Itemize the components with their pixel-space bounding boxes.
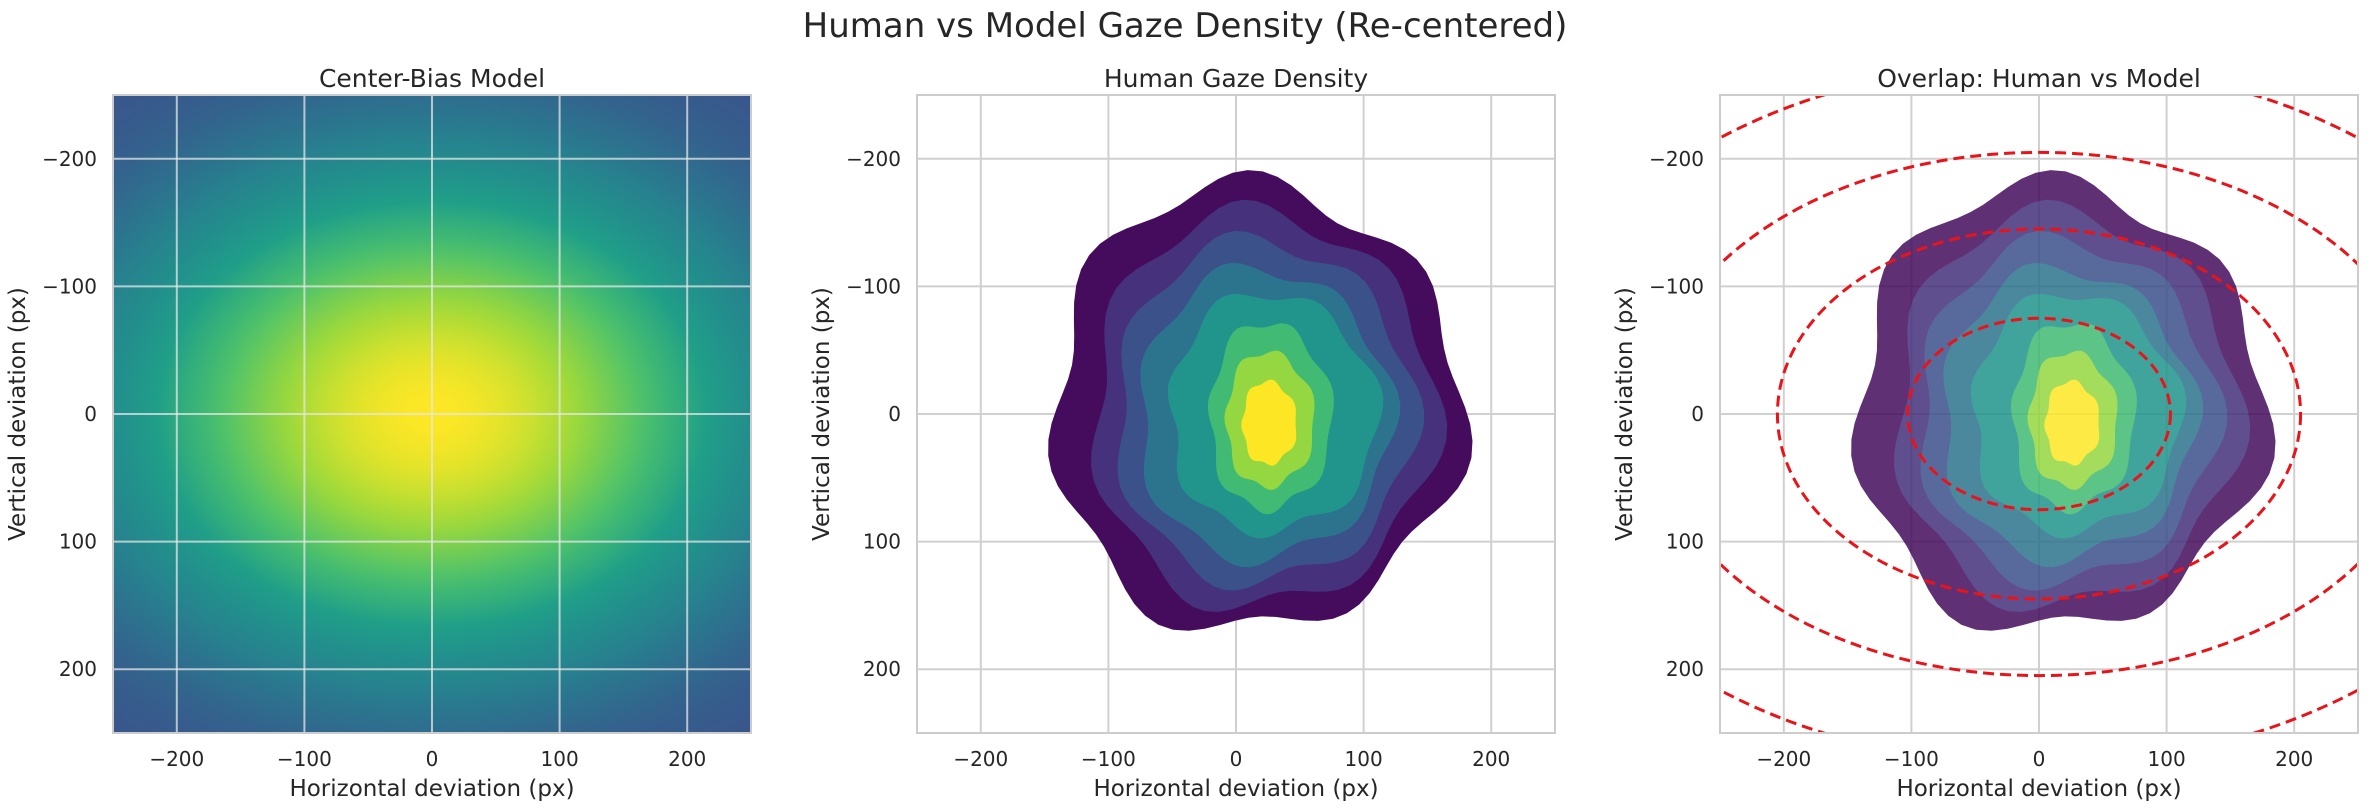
- x-axis-label: Horizontal deviation (px): [1093, 776, 1378, 802]
- panel-3: −200 −100 0 100 200 −200 −100 0 100 200 Overlap: H…: [1612, 64, 2359, 802]
- human-density-contours: [1851, 170, 2276, 631]
- y-tick-label: −100: [42, 274, 97, 298]
- x-tick-label: 200: [668, 747, 706, 771]
- y-tick-label: −200: [42, 147, 97, 171]
- y-tick-label: 200: [863, 657, 901, 681]
- x-axis-label: Horizontal deviation (px): [1896, 776, 2181, 802]
- y-tick-label: 0: [888, 402, 901, 426]
- panel-title: Center-Bias Model: [319, 64, 545, 93]
- y-tick-label: −100: [846, 274, 901, 298]
- x-axis-label: Horizontal deviation (px): [289, 776, 574, 802]
- y-tick-label: −200: [846, 147, 901, 171]
- human-density-contours: [1048, 170, 1473, 631]
- grid: [113, 95, 751, 733]
- y-tick-label: 200: [59, 657, 97, 681]
- y-tick-label: 100: [863, 530, 901, 554]
- x-tick-label: −200: [953, 747, 1008, 771]
- y-tick-label: −100: [1649, 274, 1704, 298]
- y-tick-label: −200: [1649, 147, 1704, 171]
- x-tick-label: 200: [1472, 747, 1510, 771]
- y-tick-label: 200: [1666, 657, 1704, 681]
- x-tick-label: 200: [2275, 747, 2313, 771]
- density-level-8: [2044, 379, 2100, 466]
- plot-content: [1048, 170, 1473, 631]
- x-tick-label: −100: [1884, 747, 1939, 771]
- axes-frame: [1719, 94, 2359, 734]
- x-tick-label: −200: [149, 747, 204, 771]
- y-axis-label: Vertical deviation (px): [1612, 287, 1638, 541]
- y-tick-label: 0: [1691, 402, 1704, 426]
- y-axis-label: Vertical deviation (px): [809, 287, 835, 541]
- x-tick-label: 100: [2148, 747, 2186, 771]
- y-tick-label: 0: [84, 402, 97, 426]
- panel-2: −200 −100 0 100 200 −200 −100 0 100 200 Human Gaze…: [809, 64, 1556, 802]
- model-contour-3: [1720, 150, 2358, 678]
- plot-content: [1720, 95, 2358, 733]
- x-tick-label: −100: [277, 747, 332, 771]
- density-level-8: [1241, 379, 1297, 466]
- x-tick-label: 0: [2033, 747, 2046, 771]
- axes-frame: [916, 94, 1556, 734]
- panel-title: Human Gaze Density: [1104, 64, 1368, 93]
- x-tick-label: −200: [1756, 747, 1811, 771]
- panel-1: −200 −100 0 100 200 −200 −100 0 100 200 Center-Bia…: [5, 64, 752, 802]
- axes-frame: [112, 94, 752, 734]
- y-tick-label: 100: [59, 530, 97, 554]
- x-tick-label: 0: [1230, 747, 1243, 771]
- model-contours: [1720, 95, 2358, 733]
- x-tick-label: 100: [1345, 747, 1383, 771]
- panel-title: Overlap: Human vs Model: [1877, 64, 2201, 93]
- y-tick-label: 100: [1666, 530, 1704, 554]
- model-contour-1: [1906, 316, 2172, 512]
- y-axis-label: Vertical deviation (px): [5, 287, 31, 541]
- figure-title: Human vs Model Gaze Density (Re-centered…: [802, 6, 1568, 46]
- x-tick-label: 100: [541, 747, 579, 771]
- x-tick-label: 0: [426, 747, 439, 771]
- model-contour-2: [1775, 227, 2303, 601]
- x-tick-label: −100: [1081, 747, 1136, 771]
